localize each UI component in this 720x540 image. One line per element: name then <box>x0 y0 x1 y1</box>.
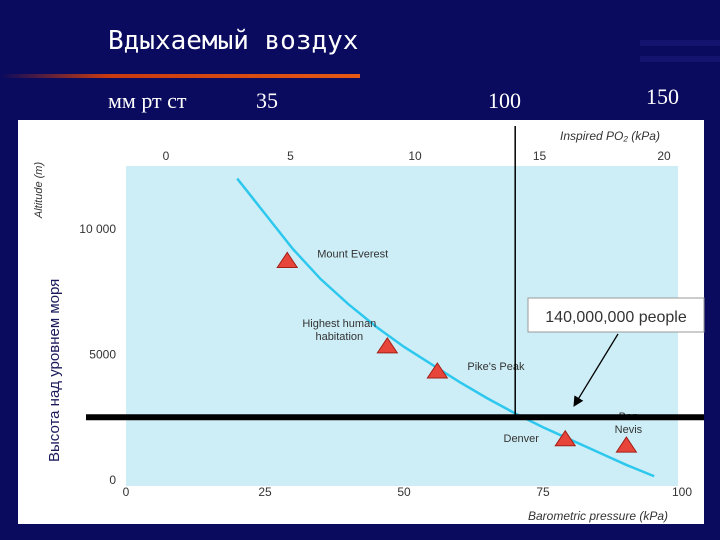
top-axis-label: Inspired PO₂ (kPa) <box>560 129 660 143</box>
title-rule <box>0 74 360 78</box>
x-tick-label: 100 <box>672 485 692 499</box>
slide-title: Вдыхаемый воздух <box>108 26 359 56</box>
landmark-marker <box>554 429 577 447</box>
annotation-arrow <box>573 333 619 407</box>
y-tick-label: 0 <box>109 473 116 487</box>
landmark-label: habitation <box>315 331 363 343</box>
value-label-35: 35 <box>256 88 278 113</box>
landmark-label: Mount Everest <box>317 248 388 260</box>
x-tick-label: 50 <box>397 485 411 499</box>
annotation-box: 140,000,000 people <box>527 297 705 333</box>
top-tick-label: 10 <box>408 149 422 163</box>
y-tick-label: 5000 <box>89 347 116 361</box>
altitude-curve <box>236 177 655 478</box>
top-tick-label: 15 <box>533 149 547 163</box>
x-axis-label: Barometric pressure (kPa) <box>528 509 668 523</box>
landmark-marker <box>376 336 399 354</box>
x-tick-label: 0 <box>123 485 130 499</box>
landmark-label: Denver <box>504 433 540 445</box>
landmark-label: Pike's Peak <box>467 361 525 373</box>
y-axis-label: Altitude (m) <box>33 162 45 220</box>
y-tick-label: 10 000 <box>79 222 116 236</box>
x-tick-label: 75 <box>536 485 550 499</box>
annotation-text: 140,000,000 people <box>545 309 687 326</box>
landmark-marker <box>276 251 299 268</box>
landmark-marker <box>615 436 638 453</box>
top-tick-label: 0 <box>163 149 170 163</box>
top-tick-label: 20 <box>657 149 671 163</box>
top-tick-label: 5 <box>287 149 294 163</box>
altitude-label-ru: Высота над уровнем моря <box>46 278 63 462</box>
landmark-label: Nevis <box>615 424 643 436</box>
landmark-marker <box>426 362 449 379</box>
landmark-label: Highest human <box>302 318 376 330</box>
value-label-150: 150 <box>646 84 679 109</box>
value-label-100: 100 <box>488 88 521 113</box>
unit-label: мм рт ст <box>108 88 187 113</box>
x-tick-label: 25 <box>258 485 272 499</box>
